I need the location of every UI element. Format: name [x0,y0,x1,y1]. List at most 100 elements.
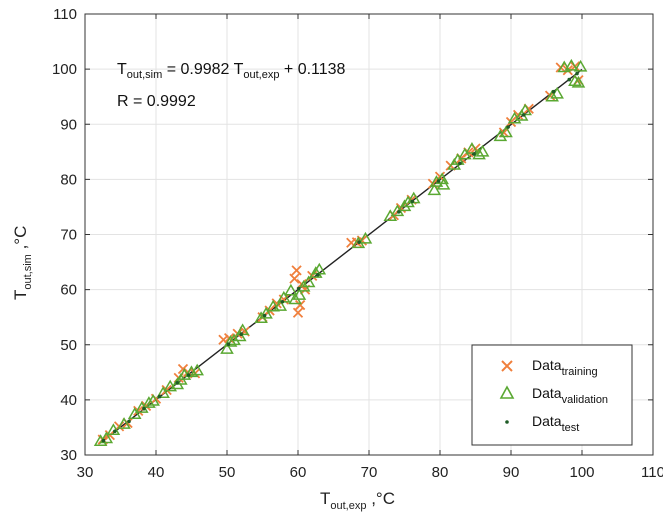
point-training [133,405,144,417]
legend: Datatraining Datavalidation Datatest [471,344,633,446]
point-validation [458,147,472,160]
point-test [521,113,526,117]
point-validation [292,288,307,300]
x-tick-label: 40 [148,464,165,481]
x-tick-label: 70 [361,464,378,481]
y-axis-label: Tout,sim ,°C [11,226,34,300]
x-tick-label: 60 [290,464,307,481]
x-axis-label: Tout,exp ,°C [320,489,395,512]
regression-equation: Tout,sim = 0.9982 Tout,exp + 0.1138 [117,61,346,81]
point-validation [99,431,114,444]
point-validation [397,199,412,212]
point-validation [273,299,288,311]
point-validation [259,306,273,319]
point-validation [127,407,142,419]
point-validation [142,396,156,408]
point-test [551,89,556,94]
point-test [226,342,231,346]
y-tick-label: 90 [60,116,77,133]
point-validation [106,423,121,435]
point-training [292,307,304,318]
point-training [291,265,302,276]
x-tick-label: 90 [503,464,520,481]
tick-labels: 30 40 50 60 70 80 90 100 110 30 40 50 60 70 80 90 100 110 [52,6,663,481]
point-validation [564,58,579,71]
point-test [575,71,579,76]
x-tick-label: 80 [432,464,449,481]
correlation-coefficient: R = 0.9992 [117,93,196,110]
point-validation [436,177,451,190]
y-tick-label: 40 [60,392,77,409]
point-validation [190,363,204,376]
point-validation [545,89,559,102]
y-tick-label: 110 [53,6,77,23]
point-validation [499,125,513,138]
point-validation [450,153,465,165]
point-test [113,429,117,434]
point-validation [475,144,490,157]
y-tick-label: 60 [60,282,77,299]
point-training [294,299,306,311]
point-validation [427,183,442,196]
plot-frame [84,13,654,456]
point-test [436,179,441,183]
legend-marker-test [505,420,509,424]
point-validation [301,275,316,288]
point-test [410,199,415,204]
point-test [127,419,131,424]
point-test [296,286,301,291]
point-validation [472,147,486,160]
point-validation [232,329,247,342]
point-validation [573,59,588,72]
point-test [567,77,572,82]
point-validation [568,74,582,87]
point-validation [146,393,160,406]
point-validation [220,342,234,354]
point-validation [266,299,280,312]
point-validation [284,283,298,296]
legend-label-training: Datatraining [532,357,598,378]
point-test [397,210,401,214]
point-test [506,125,510,129]
y-tick-label: 50 [60,337,77,354]
point-validation [493,129,508,142]
legend-label-test: Datatest [532,413,579,434]
y-tick-label: 30 [60,447,77,464]
point-validation [571,75,586,88]
point-validation [358,231,373,244]
x-tick-label: 30 [77,464,94,481]
legend-marker-training [501,360,513,372]
point-validation [227,333,241,346]
y-tick-label: 80 [60,171,77,188]
point-training [289,273,300,284]
point-test [472,152,476,156]
point-validation [406,191,421,204]
legend-label-validation: Datavalidation [532,385,608,406]
legend-box [471,344,633,446]
x-tick-label: 50 [219,464,236,481]
point-validation [465,142,479,154]
point-test [458,161,462,166]
point-training [104,430,115,441]
point-test [357,240,361,245]
data-points [93,58,588,446]
point-validation [223,334,238,347]
point-validation [156,386,170,399]
y-tick-label: 100 [52,61,77,78]
x-tick-label: 100 [569,464,594,481]
y-tick-label: 70 [60,227,77,244]
point-validation [308,266,323,278]
point-validation [117,417,131,429]
point-test [239,332,243,337]
series-validation [93,58,588,446]
point-test [280,299,285,304]
series-test [101,71,579,443]
point-test [157,394,162,399]
point-test [175,380,180,385]
point-validation [435,172,449,185]
point-test [262,313,267,318]
point-test [316,272,320,277]
point-test [101,438,106,443]
x-tick-label: 110 [641,464,663,481]
